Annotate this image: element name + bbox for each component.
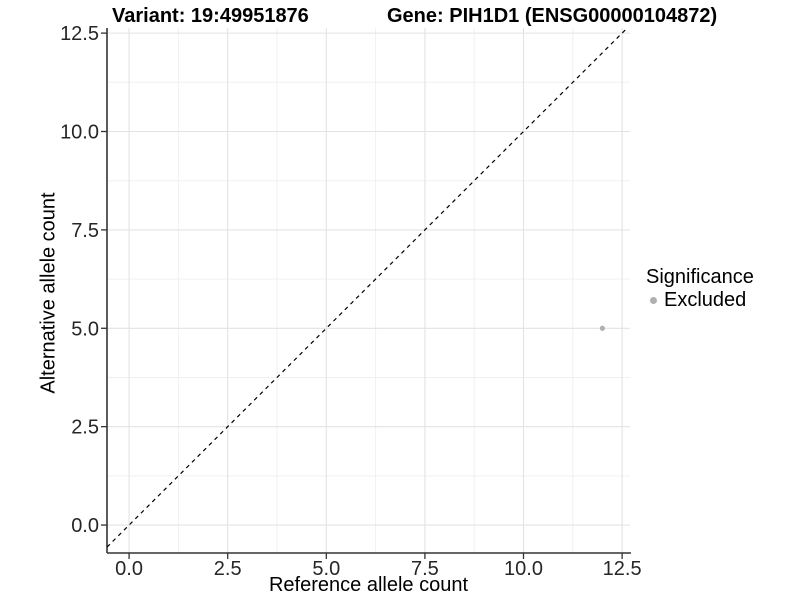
svg-text:2.5: 2.5 bbox=[71, 417, 99, 439]
identity-reference-line bbox=[106, 27, 628, 548]
data-points bbox=[599, 325, 605, 331]
svg-text:10.0: 10.0 bbox=[504, 558, 543, 580]
y-tick-labels: 0.0 2.5 5.0 7.5 10.0 12.5 bbox=[60, 23, 99, 537]
svg-text:0.0: 0.0 bbox=[115, 558, 143, 580]
svg-text:5.0: 5.0 bbox=[71, 318, 99, 340]
y-axis-title: Alternative allele count bbox=[37, 192, 60, 394]
svg-text:5.0: 5.0 bbox=[312, 558, 340, 580]
legend-title: Significance bbox=[646, 266, 754, 288]
svg-text:0.0: 0.0 bbox=[71, 515, 99, 537]
scatter-point bbox=[599, 325, 605, 331]
axis-ticks bbox=[101, 32, 623, 559]
excluded-point-icon bbox=[650, 297, 657, 304]
svg-text:12.5: 12.5 bbox=[60, 23, 99, 45]
svg-text:2.5: 2.5 bbox=[214, 558, 242, 580]
grid-minor bbox=[107, 28, 630, 553]
axis-lines bbox=[106, 28, 631, 554]
svg-text:12.5: 12.5 bbox=[603, 558, 642, 580]
x-tick-labels: 0.0 2.5 5.0 7.5 10.0 12.5 bbox=[115, 558, 641, 580]
svg-text:7.5: 7.5 bbox=[71, 220, 99, 242]
legend-item: Excluded bbox=[646, 289, 754, 312]
svg-text:7.5: 7.5 bbox=[411, 558, 439, 580]
svg-text:10.0: 10.0 bbox=[60, 122, 99, 144]
gene-title: Gene: PIH1D1 (ENSG00000104872) bbox=[387, 5, 718, 27]
variant-title: Variant: 19:49951876 bbox=[112, 5, 309, 27]
x-axis-title: Reference allele count bbox=[268, 574, 468, 596]
legend-item-label: Excluded bbox=[664, 289, 747, 311]
grid-major bbox=[107, 28, 630, 553]
legend: Significance Excluded bbox=[646, 266, 754, 312]
